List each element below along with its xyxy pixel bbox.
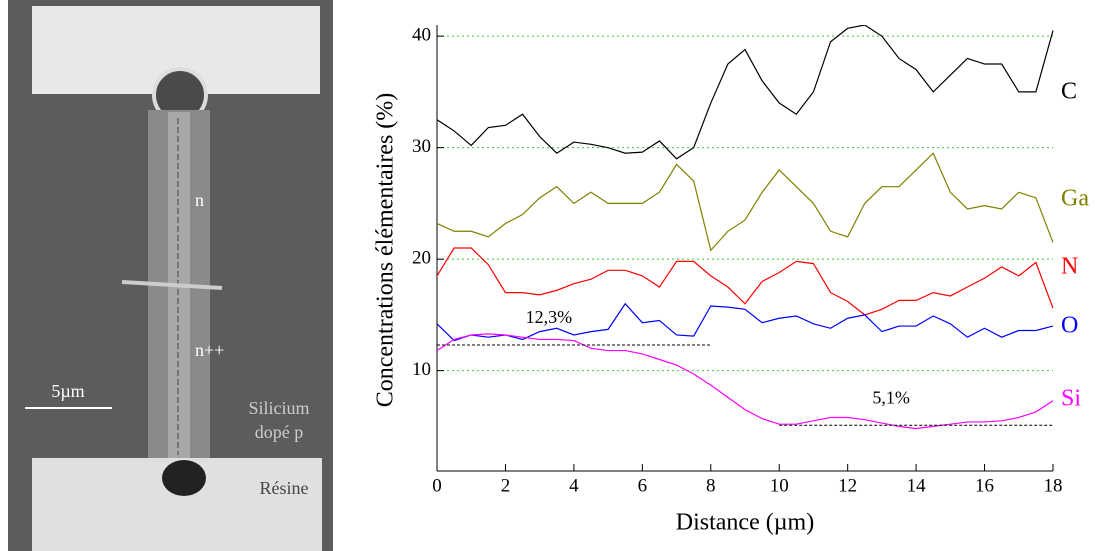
series-line xyxy=(437,247,1054,316)
x-tick-label: 16 xyxy=(975,475,994,496)
annotation-label: 5,1% xyxy=(872,387,910,407)
scale-label: 5µm xyxy=(51,381,84,401)
section-line xyxy=(121,280,223,290)
substrate-label: Silicium xyxy=(248,398,309,418)
series-line xyxy=(437,333,1054,430)
series-line xyxy=(437,302,1054,342)
micrograph: 5µm n n++ Silicium dopé p Résine xyxy=(8,0,333,551)
x-tick-label: 14 xyxy=(907,475,927,496)
series-line xyxy=(437,25,1054,160)
x-tick-label: 0 xyxy=(432,475,442,496)
annotation-label: 12,3% xyxy=(526,307,573,327)
plot-area xyxy=(437,25,1054,430)
x-tick-label: 6 xyxy=(638,475,648,496)
y-tick-label: 40 xyxy=(412,25,431,46)
series-label: Si xyxy=(1061,386,1081,412)
resin-label: Résine xyxy=(260,478,309,498)
y-tick-label: 20 xyxy=(412,248,431,269)
y-tick-label: 30 xyxy=(412,136,431,157)
series-label: Ga xyxy=(1061,186,1089,212)
series-line xyxy=(437,152,1054,252)
x-tick-label: 4 xyxy=(569,475,579,496)
x-tick-label: 18 xyxy=(1044,475,1063,496)
x-tick-label: 10 xyxy=(770,475,789,496)
x-axis-label: Distance (µm) xyxy=(676,510,814,536)
region-label: n++ xyxy=(195,340,224,360)
x-tick-label: 12 xyxy=(838,475,857,496)
substrate-label: dopé p xyxy=(255,422,304,442)
region-label: n xyxy=(195,190,204,210)
series-label: C xyxy=(1061,79,1077,105)
hole xyxy=(162,460,206,496)
series-label: N xyxy=(1061,254,1078,280)
y-axis-label: Concentrations élémentaires (%) xyxy=(373,93,399,408)
x-tick-label: 8 xyxy=(706,475,716,496)
series-label: O xyxy=(1061,313,1078,339)
y-tick-label: 10 xyxy=(412,359,431,380)
x-tick-label: 2 xyxy=(501,475,511,496)
